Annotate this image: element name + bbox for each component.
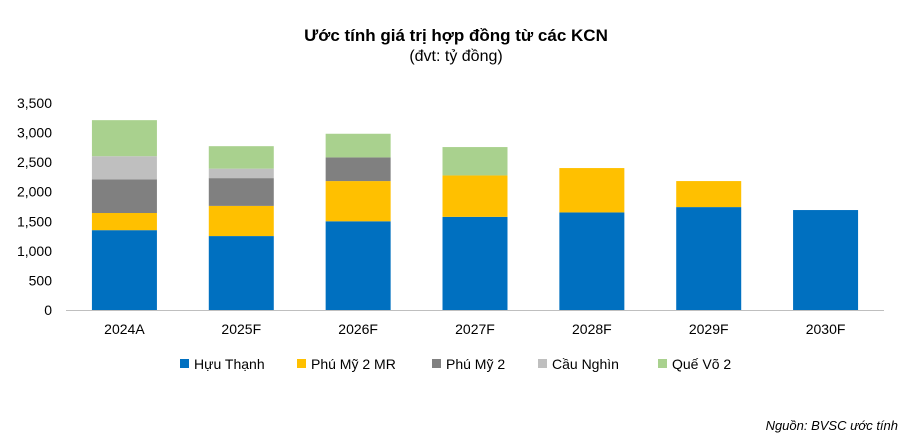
bar-segment [793, 210, 859, 310]
legend-swatch [432, 359, 441, 368]
x-tick-label: 2029F [689, 321, 729, 337]
bar-segment [442, 147, 508, 176]
bar-segment [91, 213, 157, 231]
legend-label: Hựu Thạnh [194, 356, 265, 372]
bar-segment [208, 146, 274, 169]
y-tick-label: 2,000 [17, 184, 52, 200]
chart-title: Ước tính giá trị hợp đồng từ các KCN [304, 26, 608, 45]
source-note: Nguồn: BVSC ước tính [765, 418, 898, 433]
y-tick-label: 0 [44, 302, 52, 318]
x-tick-label: 2030F [806, 321, 846, 337]
legend-label: Cầu Nghìn [552, 356, 619, 372]
legend-label: Phú Mỹ 2 [446, 356, 505, 372]
bar-segment [91, 120, 157, 157]
bar-segment [559, 168, 625, 213]
bar-segment [208, 236, 274, 310]
bar-segment [91, 156, 157, 180]
bar-segment [325, 181, 391, 222]
legend-swatch [297, 359, 306, 368]
legend-swatch [538, 359, 547, 368]
y-tick-label: 500 [29, 272, 53, 288]
bar-segment [91, 179, 157, 214]
bar-segment [442, 216, 508, 310]
legend-swatch [180, 359, 189, 368]
bar-segment [676, 207, 742, 310]
legend-label: Quế Võ 2 [672, 356, 731, 372]
x-tick-label: 2024A [104, 321, 145, 337]
x-tick-label: 2026F [338, 321, 378, 337]
bar-segment [325, 221, 391, 310]
x-tick-label: 2028F [572, 321, 612, 337]
bar-segment [559, 212, 625, 310]
y-tick-label: 1,000 [17, 243, 52, 259]
y-tick-label: 3,000 [17, 125, 52, 141]
bar-segment [442, 175, 508, 217]
bar-segment [208, 205, 274, 237]
bar-segment [208, 168, 274, 179]
legend-label: Phú Mỹ 2 MR [311, 356, 396, 372]
bar-segment [325, 133, 391, 158]
chart-subtitle: (đvt: tỷ đồng) [409, 48, 503, 65]
x-tick-label: 2025F [221, 321, 261, 337]
legend-swatch [658, 359, 667, 368]
y-tick-label: 2,500 [17, 154, 52, 170]
bar-segment [208, 178, 274, 206]
bar-segment [91, 230, 157, 310]
y-tick-label: 1,500 [17, 213, 52, 229]
bar-segment [325, 157, 391, 182]
x-tick-label: 2027F [455, 321, 495, 337]
y-tick-label: 3,500 [17, 95, 52, 111]
bar-segment [676, 181, 742, 208]
